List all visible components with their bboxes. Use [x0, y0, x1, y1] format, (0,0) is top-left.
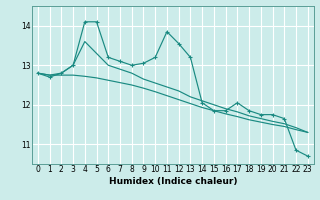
X-axis label: Humidex (Indice chaleur): Humidex (Indice chaleur) [108, 177, 237, 186]
